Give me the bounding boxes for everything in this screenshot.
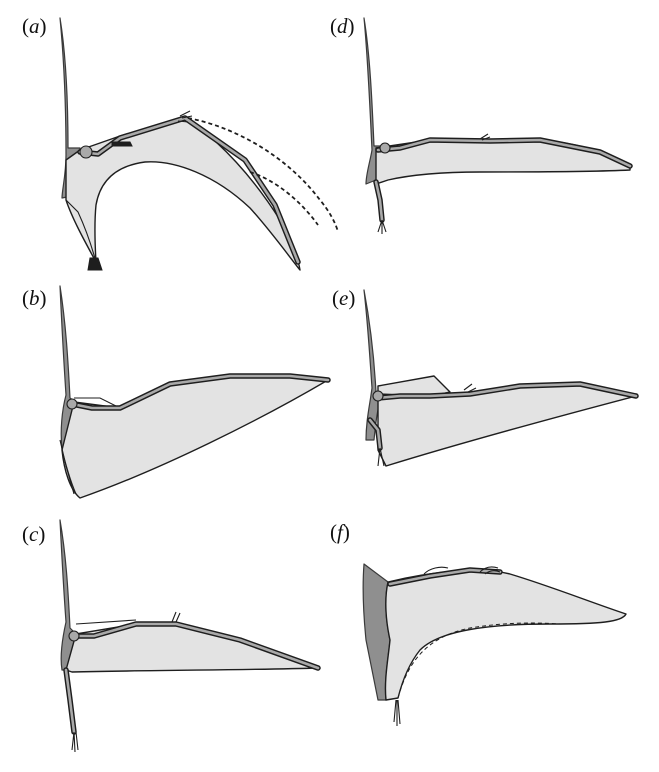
leg-bone-core [368,418,382,450]
wing-diagram-d [363,17,633,234]
shoulder-joint [379,142,391,154]
membrane-edge-dashed [397,622,561,699]
arm-bones-core [72,622,320,670]
wing-diagram-e [363,289,639,467]
panel-label-a: (a) [22,14,47,38]
propatagium [75,619,137,625]
foot [393,699,401,726]
shoulder-joint [66,398,78,410]
leg-bone-core [374,180,384,222]
wing-membrane [61,375,329,499]
wing-diagram-b [59,285,331,499]
foot [87,257,103,271]
arm-bones-core [376,138,632,168]
foot [377,447,385,467]
hand-digits [111,141,133,147]
panel-label-d: (d) [330,14,355,38]
leg-bone-core [64,668,76,734]
panel-label-b: (b) [22,286,47,310]
digit-hairs [423,566,501,575]
leg-bone [59,439,75,495]
propatagium [74,397,121,409]
wing-diagram-f [362,563,627,726]
arm-bones-core [388,568,502,586]
wing-diagram-a [59,17,339,271]
leg-bone [65,199,97,263]
wrist-claws [171,611,181,623]
wrist-claws [479,133,491,141]
panel-label-c: (c) [22,522,46,546]
panel-e: (e) [330,280,659,510]
panel-d: (d) [330,0,659,280]
wingtip-alt-dashed-2 [249,171,319,226]
wing-diagram-c [59,519,321,753]
wing-membrane [384,569,627,701]
arm-bones-core [376,382,638,400]
wingtip-alt-dashed-1 [187,117,339,233]
panel-b: (b) [0,280,331,510]
arm-bones-core [70,374,330,410]
wrist-claws [463,383,477,393]
foot [71,731,79,753]
panel-f: (f) [330,510,659,772]
shoulder-joint [79,145,93,159]
shoulder-joint [372,390,384,402]
wrist-claws [177,110,193,123]
panel-a: (a) [0,0,339,280]
panel-label-f: (f) [330,520,350,544]
arm-bones-core [78,116,300,264]
shoulder-joint [68,630,80,642]
foot [377,219,387,234]
panel-label-e: (e) [332,286,356,310]
panel-c: (c) [0,510,330,772]
